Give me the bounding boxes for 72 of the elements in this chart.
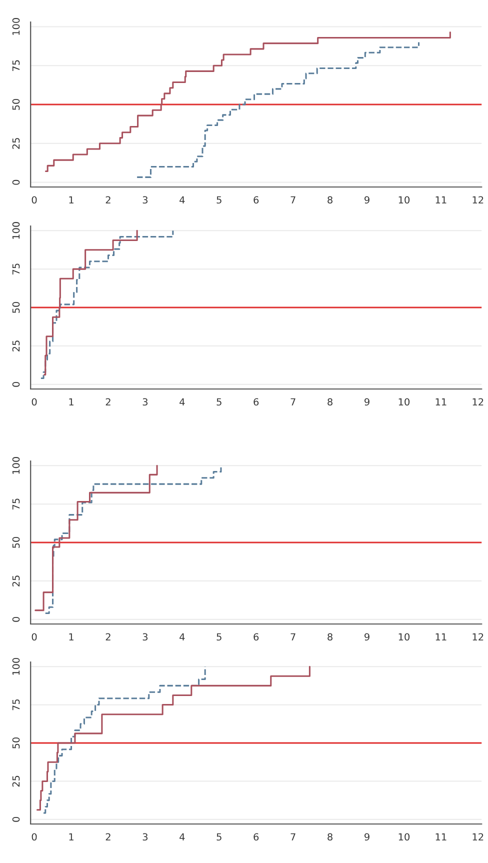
x-tick-label: 1 — [69, 398, 74, 406]
y-tick-label: 50 — [12, 98, 20, 110]
x-tick-label: 12 — [472, 833, 484, 840]
y-tick-label: 75 — [12, 60, 20, 71]
x-tick-label: 10 — [398, 398, 410, 406]
y-tick-label: 25 — [12, 138, 20, 149]
y-tick-label: 50 — [12, 302, 20, 313]
x-tick-label: 4 — [180, 633, 185, 640]
x-tick-label: 2 — [106, 196, 110, 204]
x-tick-label: 11 — [436, 398, 446, 406]
x-tick-label: 2 — [106, 833, 110, 840]
y-tick-label: 0 — [12, 382, 20, 387]
x-tick-label: 10 — [398, 833, 410, 841]
x-tick-label: 7 — [290, 833, 296, 840]
x-tick-label: 6 — [254, 633, 259, 641]
y-tick-label: 100 — [12, 18, 20, 35]
x-tick-label: 0 — [32, 398, 37, 406]
x-tick-label: 5 — [216, 833, 222, 841]
y-tick-label: 0 — [12, 816, 20, 822]
x-tick-label: 3 — [142, 398, 148, 406]
x-tick-label: 2 — [106, 633, 110, 640]
y-tick-label: 75 — [12, 699, 20, 710]
x-tick-label: 0 — [32, 633, 37, 641]
x-tick-label: 1 — [69, 196, 74, 204]
x-tick-label: 0 — [32, 833, 37, 841]
x-tick-label: 10 — [398, 633, 410, 641]
y-tick-label: 25 — [12, 776, 20, 787]
x-tick-label: 9 — [364, 633, 370, 641]
x-tick-label: 3 — [142, 633, 148, 641]
y-tick-label: 25 — [12, 340, 20, 352]
x-tick-label: 10 — [398, 196, 410, 204]
x-tick-label: 11 — [436, 833, 446, 840]
x-tick-label: 4 — [180, 833, 185, 840]
y-tick-label: 0 — [12, 616, 20, 622]
x-tick-label: 12 — [472, 196, 484, 204]
y-tick-label: 100 — [12, 456, 20, 474]
x-tick-label: 1 — [69, 633, 74, 640]
x-tick-label: 4 — [180, 196, 185, 204]
y-tick-label: 50 — [12, 536, 20, 548]
x-tick-label: 4 — [180, 398, 185, 406]
x-tick-label: 12 — [472, 398, 484, 406]
y-tick-label: 0 — [12, 180, 20, 185]
y-tick-label: 50 — [12, 737, 20, 748]
x-tick-label: 6 — [254, 196, 259, 204]
x-tick-label: 9 — [364, 833, 370, 841]
x-tick-label: 11 — [436, 633, 446, 640]
x-tick-label: 7 — [290, 398, 296, 406]
x-tick-label: 8 — [328, 833, 332, 841]
x-tick-label: 6 — [254, 833, 259, 841]
y-tick-label: 75 — [12, 264, 20, 274]
x-tick-label: 1 — [69, 833, 74, 840]
x-tick-label: 8 — [328, 633, 332, 641]
x-tick-label: 5 — [216, 398, 222, 406]
y-tick-label: 100 — [12, 222, 20, 239]
y-tick-label: 25 — [12, 576, 20, 586]
y-tick-label: 100 — [12, 658, 20, 675]
x-tick-label: 7 — [290, 196, 296, 204]
x-tick-label: 3 — [142, 833, 148, 841]
x-tick-label: 0 — [32, 196, 37, 204]
x-tick-label: 6 — [254, 398, 259, 406]
x-tick-label: 9 — [364, 398, 370, 406]
x-tick-label: 8 — [328, 398, 332, 406]
x-tick-label: 9 — [364, 196, 370, 204]
x-tick-label: 5 — [216, 633, 222, 641]
x-tick-label: 8 — [328, 196, 332, 204]
x-tick-label: 3 — [142, 196, 148, 204]
x-tick-label: 12 — [472, 633, 484, 640]
y-tick-label: 75 — [12, 498, 20, 510]
x-tick-label: 7 — [290, 633, 296, 640]
x-tick-label: 11 — [436, 196, 446, 204]
x-tick-label: 5 — [216, 196, 222, 204]
x-tick-label: 2 — [106, 398, 110, 406]
